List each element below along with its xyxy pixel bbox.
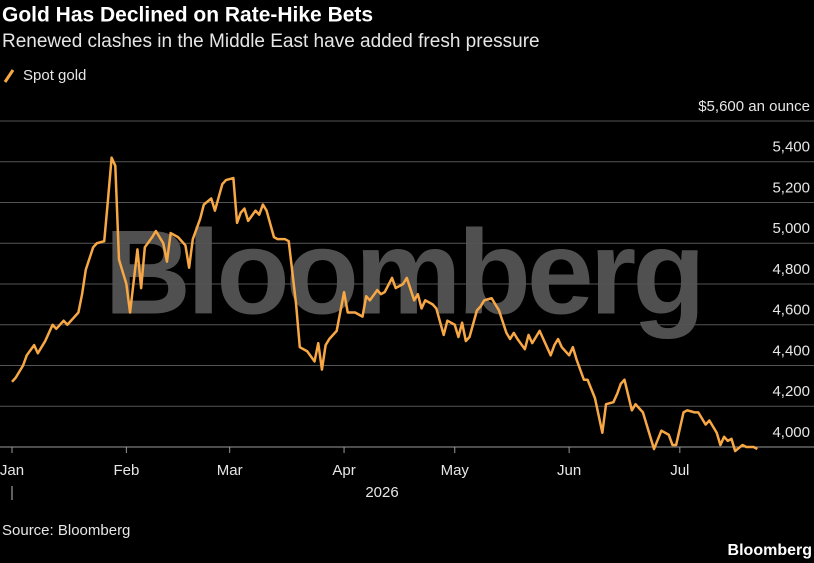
x-tick-label: May xyxy=(441,462,470,479)
y-tick-label: 4,200 xyxy=(772,383,810,400)
source: Source: Bloomberg xyxy=(2,522,130,539)
y-tick-label: 4,400 xyxy=(772,342,810,359)
x-tick-label: Mar xyxy=(217,462,243,479)
y-tick-label: 4,600 xyxy=(772,302,810,319)
chart-subtitle: Renewed clashes in the Middle East have … xyxy=(2,31,540,52)
x-tick-label: Jun xyxy=(557,462,581,479)
x-axis-label: 2026 xyxy=(365,484,398,501)
y-tick-label: 5,000 xyxy=(772,220,810,237)
y-tick-label: 5,400 xyxy=(772,139,810,156)
chart-title: Gold Has Declined on Rate-Hike Bets xyxy=(2,4,373,27)
x-tick-label: Jul xyxy=(670,462,689,479)
x-tick-label: Apr xyxy=(332,462,355,479)
y-tick-label: $5,600 an ounce xyxy=(698,98,810,115)
x-tick-label: Feb xyxy=(113,462,139,479)
x-tick-label: Jan xyxy=(0,462,24,479)
y-tick-label: 4,000 xyxy=(772,424,810,441)
y-tick-label: 5,200 xyxy=(772,179,810,196)
y-tick-label: 4,800 xyxy=(772,261,810,278)
brand: Bloomberg xyxy=(728,542,812,559)
series-line xyxy=(11,156,758,453)
legend-swatch xyxy=(3,69,15,83)
legend-label: Spot gold xyxy=(23,67,86,84)
watermark: Bloomberg xyxy=(104,206,701,340)
